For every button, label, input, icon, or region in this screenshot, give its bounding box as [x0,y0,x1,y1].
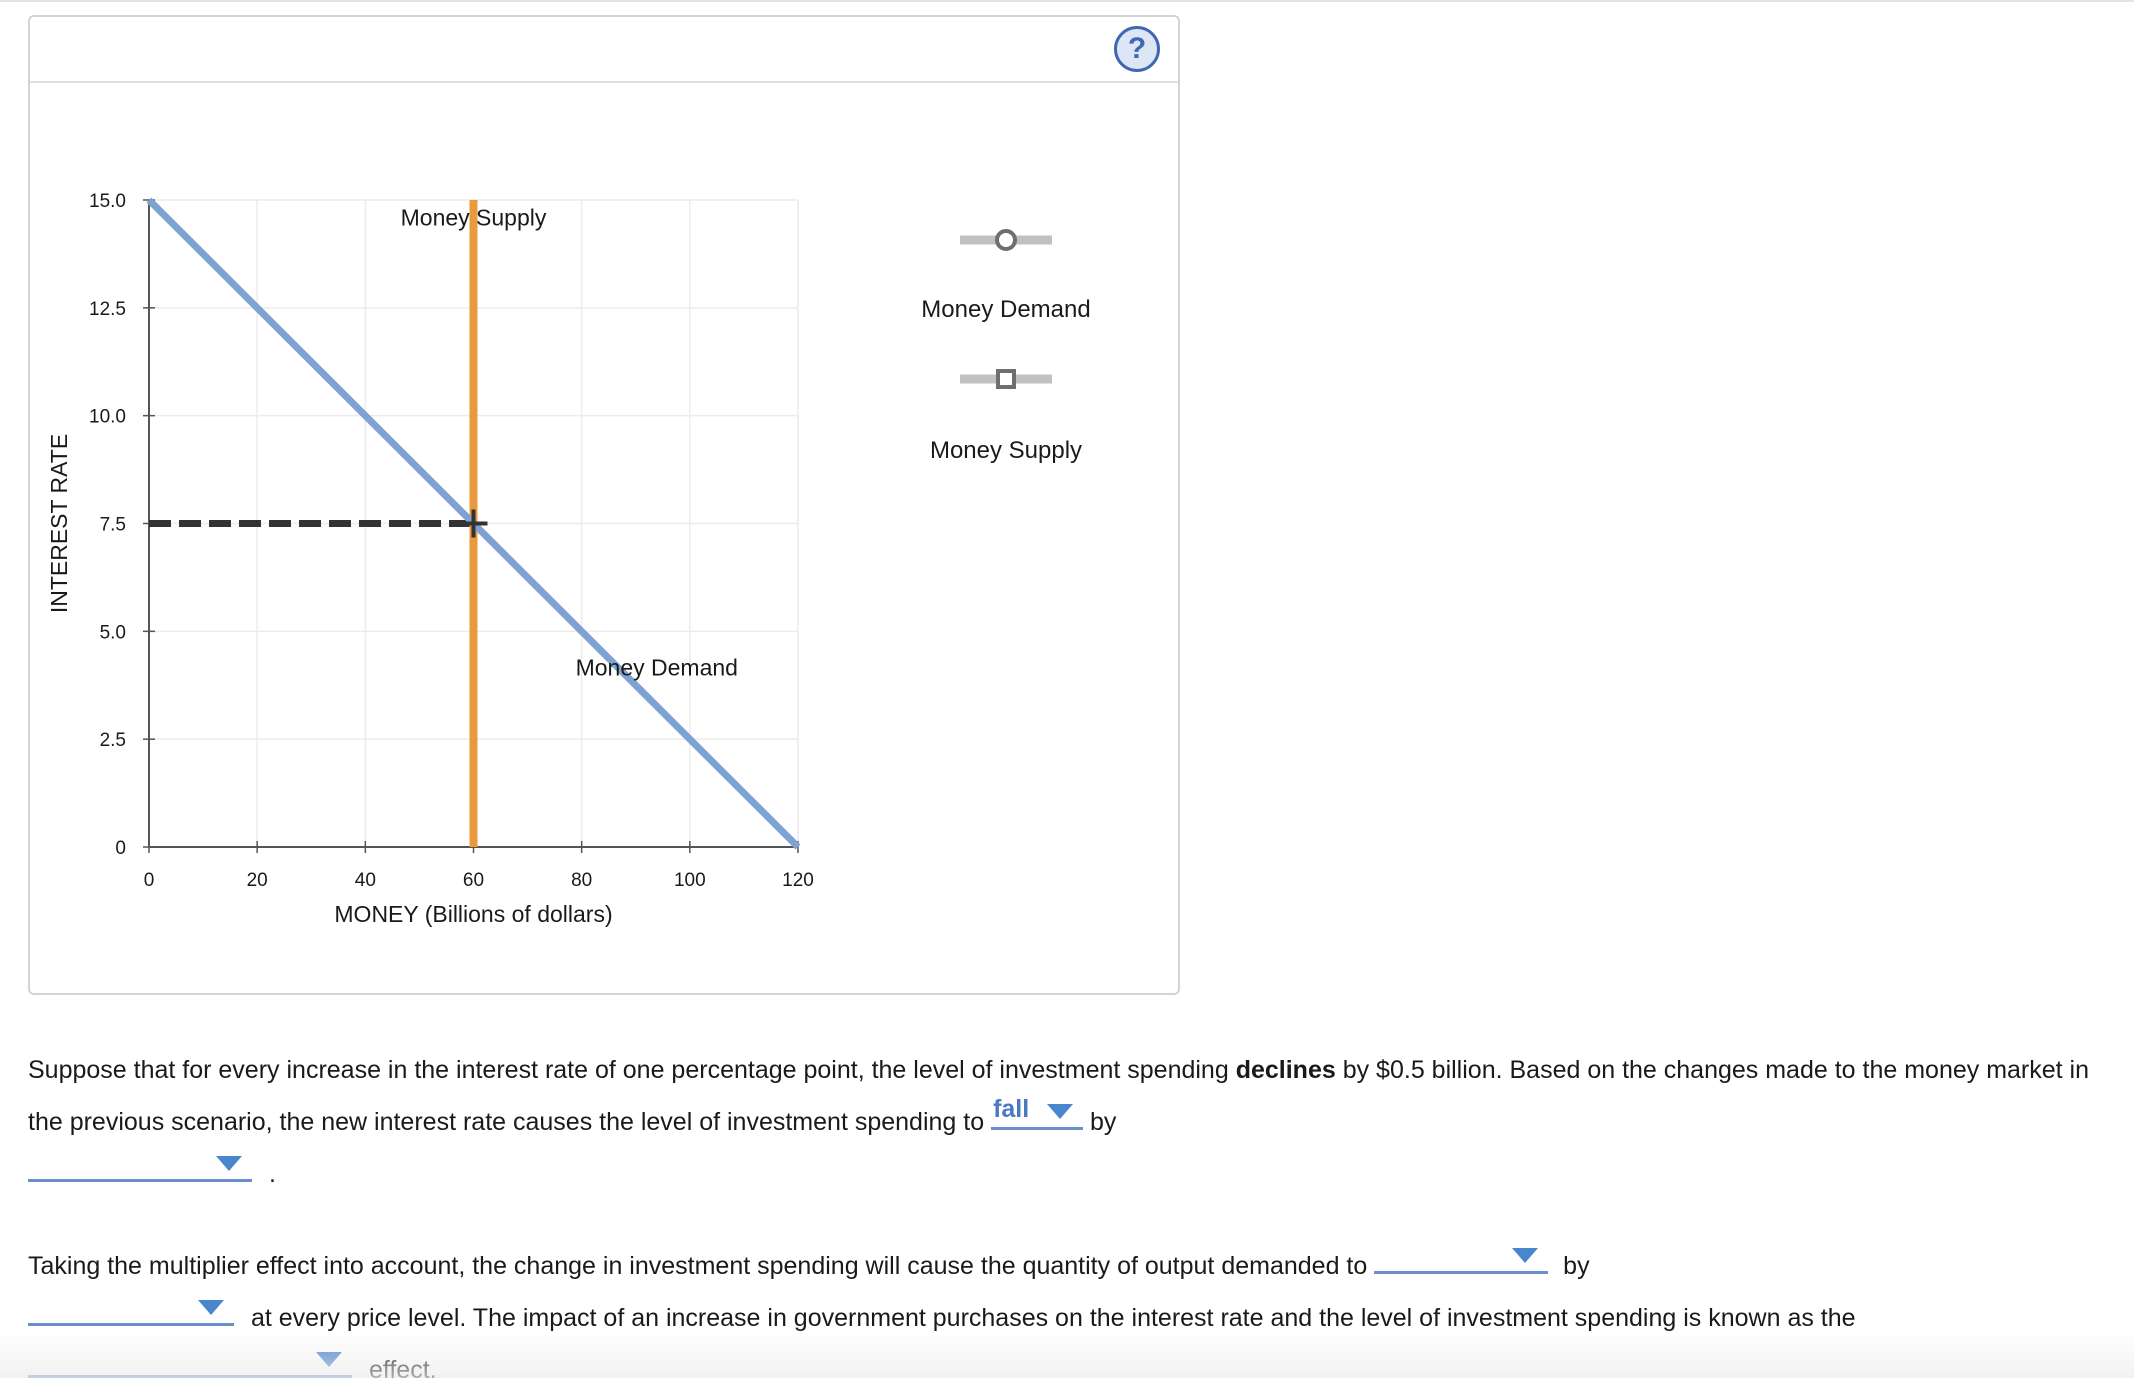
x-tick-label: 0 [144,870,155,891]
y-tick-label: 15.0 [89,191,126,212]
legend-label-money-demand: Money Demand [921,296,1091,323]
question-1: Suppose that for every increase in the i… [28,1046,2108,1198]
y-tick-label: 0 [115,838,126,859]
q1-text-d: . [268,1160,276,1188]
y-tick-label: 7.5 [100,515,126,536]
question-2: Taking the multiplier effect into accoun… [28,1238,2108,1394]
chevron-down-icon [1512,1248,1539,1263]
top-rule [0,0,2134,2]
q1-text-c: by [1083,1108,1117,1136]
graph-panel [28,15,1180,995]
x-tick-label: 100 [674,870,706,891]
q1-amount-dropdown[interactable] [28,1146,252,1182]
legend-label-money-supply: Money Supply [929,437,1083,464]
panel-header [30,17,1178,83]
q2-effect-dropdown[interactable] [28,1342,352,1378]
help-label: ? [1127,32,1147,65]
y-axis-title: INTEREST RATE [46,434,72,613]
q2-text-a: Taking the multiplier effect into accoun… [28,1252,1375,1280]
chevron-down-icon [216,1156,242,1171]
q2-amount-dropdown[interactable] [28,1290,234,1326]
q2-direction-dropdown[interactable] [1374,1238,1549,1274]
q1-direction-value: fall [993,1095,1030,1123]
chevron-down-icon [1047,1104,1074,1119]
chevron-down-icon [316,1352,342,1367]
legend-square-icon [996,369,1016,389]
y-tick-label: 2.5 [100,730,126,751]
x-tick-label: 120 [782,870,814,891]
help-icon[interactable]: ? [1114,26,1160,72]
q1-direction-dropdown[interactable]: fall [991,1094,1084,1130]
x-tick-label: 40 [355,870,376,891]
q1-text-bold: declines [1235,1056,1336,1084]
q1-text-b: by $0.5 billion. Based on the changes ma… [28,1056,2090,1136]
y-tick-label: 12.5 [89,299,126,320]
q2-text-c: at every price level. The impact of an i… [244,1304,1856,1332]
chevron-down-icon [198,1300,224,1315]
money-demand-curve-label: Money Demand [576,654,738,680]
money-market-chart: 0 20 40 60 80 100 120 0 2.5 5.0 7.5 10.0 12.5 15.0 MON… [46,191,1052,927]
x-tick-label: 60 [463,870,484,891]
q1-text-a: Suppose that for every increase in the i… [28,1056,1236,1084]
q2-text-d: effect. [362,1356,437,1384]
y-tick-label: 5.0 [100,622,126,643]
legend-circle-icon [995,229,1017,251]
y-tick-label: 10.0 [89,407,126,428]
q2-text-b: by [1556,1252,1590,1280]
x-tick-label: 80 [571,870,592,891]
money-supply-curve-label: Money Supply [401,205,547,231]
x-axis-title: MONEY (Billions of dollars) [334,901,612,927]
x-tick-label: 20 [247,870,268,891]
